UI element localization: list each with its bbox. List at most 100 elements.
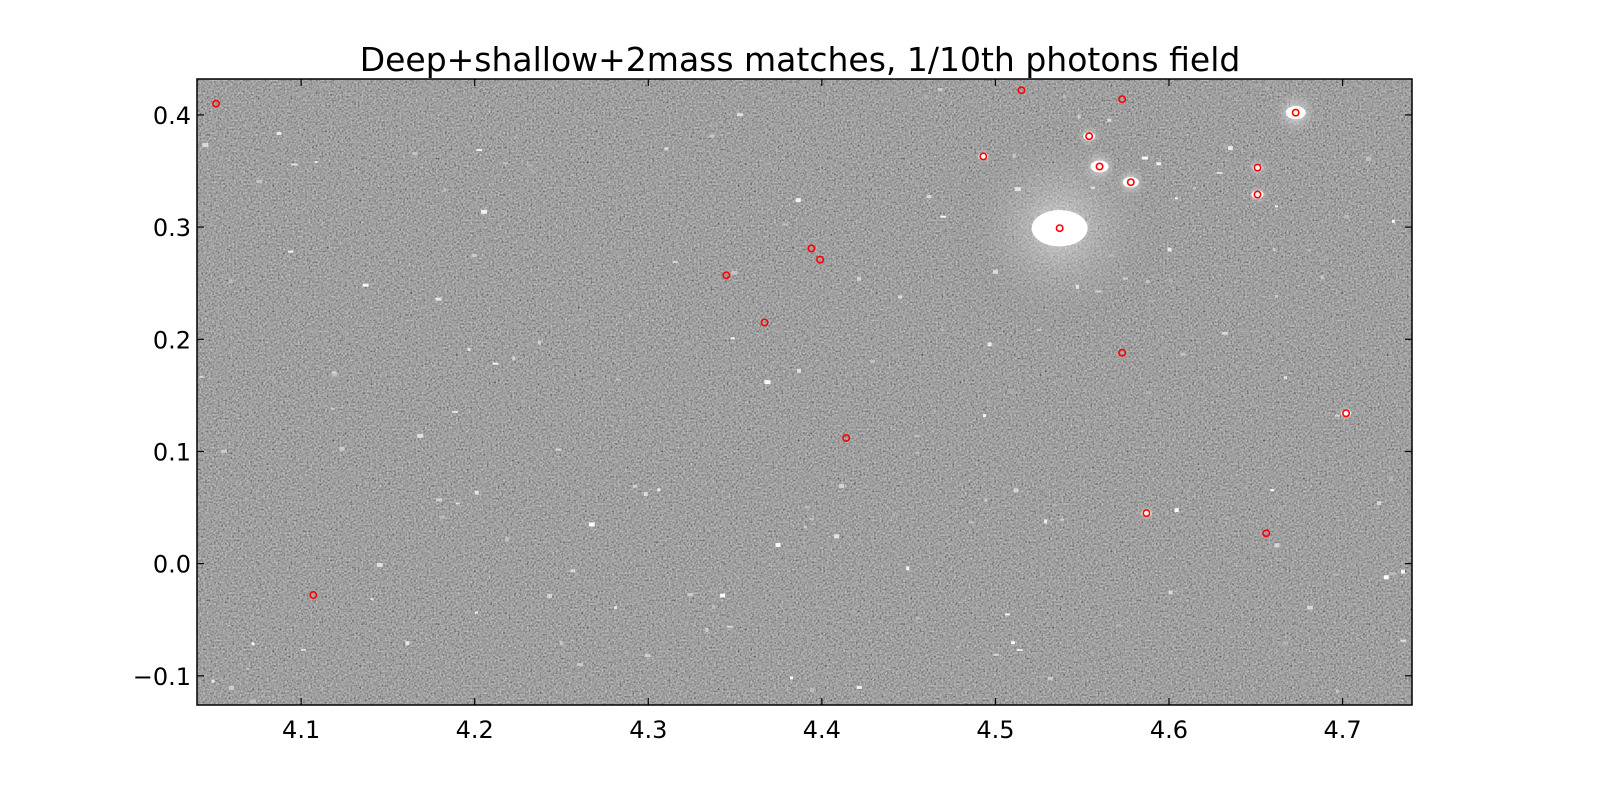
faint-star xyxy=(417,433,424,438)
match-marker xyxy=(1253,163,1262,172)
faint-star xyxy=(1047,676,1053,680)
faint-star xyxy=(683,340,690,344)
faint-stars xyxy=(199,86,1412,704)
faint-star xyxy=(1324,258,1329,261)
faint-star xyxy=(834,534,840,539)
faint-star xyxy=(644,654,651,658)
y-tick-label: 0.0 xyxy=(153,551,191,579)
faint-star xyxy=(937,87,943,91)
faint-star xyxy=(1192,187,1196,190)
faint-star xyxy=(892,512,896,517)
faint-star xyxy=(915,451,920,454)
faint-star xyxy=(482,582,487,586)
faint-star xyxy=(481,209,488,214)
faint-star xyxy=(809,688,814,693)
faint-star xyxy=(288,250,294,253)
faint-star xyxy=(1044,519,1048,524)
faint-star xyxy=(1146,391,1152,395)
faint-star xyxy=(1223,144,1228,149)
faint-star xyxy=(709,134,715,138)
faint-star xyxy=(1011,641,1016,645)
x-tick-label: 4.7 xyxy=(1323,716,1361,744)
faint-star xyxy=(476,149,483,152)
bright-sources xyxy=(949,90,1355,522)
faint-star xyxy=(576,318,581,322)
bright-source xyxy=(1285,106,1306,120)
faint-star xyxy=(711,604,715,609)
faint-star xyxy=(941,328,945,331)
faint-star xyxy=(839,484,845,489)
faint-star xyxy=(436,498,443,502)
faint-star xyxy=(775,542,781,547)
faint-star xyxy=(1274,294,1278,298)
match-marker xyxy=(309,591,318,600)
faint-star xyxy=(1216,171,1223,174)
faint-star xyxy=(339,446,345,451)
faint-star xyxy=(228,279,233,284)
axes-frame xyxy=(196,78,1413,706)
match-marker xyxy=(979,152,988,161)
faint-star xyxy=(1168,590,1173,595)
faint-star xyxy=(664,147,669,151)
faint-star xyxy=(1333,573,1340,576)
faint-star xyxy=(924,95,929,99)
x-axis-ticks: 4.1 4.2 4.3 4.4 4.5 4.6 4.7 xyxy=(282,79,1362,744)
faint-star xyxy=(1005,613,1011,616)
x-tick-label: 4.1 xyxy=(282,716,320,744)
faint-star xyxy=(588,522,595,527)
faint-star xyxy=(795,198,801,203)
faint-star xyxy=(527,164,534,167)
match-marker xyxy=(1055,224,1064,233)
x-tick-label: 4.2 xyxy=(456,716,494,744)
faint-star xyxy=(559,641,563,646)
faint-star xyxy=(771,210,777,213)
faint-star xyxy=(1231,390,1237,393)
match-marker xyxy=(1291,108,1300,117)
faint-star xyxy=(455,502,460,505)
faint-star xyxy=(1265,86,1270,91)
faint-star xyxy=(1013,488,1019,493)
faint-star xyxy=(926,195,932,199)
faint-star xyxy=(1391,219,1395,223)
faint-star xyxy=(993,653,999,656)
faint-star xyxy=(1377,501,1382,506)
match-marker xyxy=(842,433,851,442)
faint-star xyxy=(435,297,442,301)
faint-star xyxy=(246,667,250,670)
faint-star xyxy=(968,521,974,524)
faint-star xyxy=(1366,156,1372,161)
faint-star xyxy=(405,641,410,646)
faint-star xyxy=(915,617,920,620)
faint-star xyxy=(1221,331,1228,335)
faint-star xyxy=(804,526,808,529)
faint-star xyxy=(331,371,337,374)
faint-star xyxy=(1225,517,1229,521)
faint-star xyxy=(1277,506,1284,511)
faint-star xyxy=(1174,197,1178,200)
faint-star xyxy=(898,295,903,299)
faint-star xyxy=(256,179,263,183)
faint-star xyxy=(940,215,947,218)
faint-star xyxy=(1270,489,1275,492)
match-marker xyxy=(1118,348,1127,357)
faint-star xyxy=(614,606,618,610)
faint-star xyxy=(250,699,257,704)
faint-star xyxy=(1243,486,1248,489)
faint-star xyxy=(804,506,810,509)
match-marker xyxy=(1017,86,1026,95)
faint-star xyxy=(731,270,738,275)
faint-star xyxy=(764,380,771,385)
faint-star xyxy=(503,162,509,165)
match-marker xyxy=(1085,132,1094,141)
faint-star xyxy=(814,605,820,608)
match-marker xyxy=(1126,178,1135,187)
faint-star xyxy=(547,593,553,598)
faint-star xyxy=(474,490,479,495)
faint-star xyxy=(512,356,516,361)
faint-star xyxy=(1400,639,1407,642)
faint-star xyxy=(1148,300,1155,303)
faint-star xyxy=(570,569,576,573)
faint-star xyxy=(987,342,992,347)
